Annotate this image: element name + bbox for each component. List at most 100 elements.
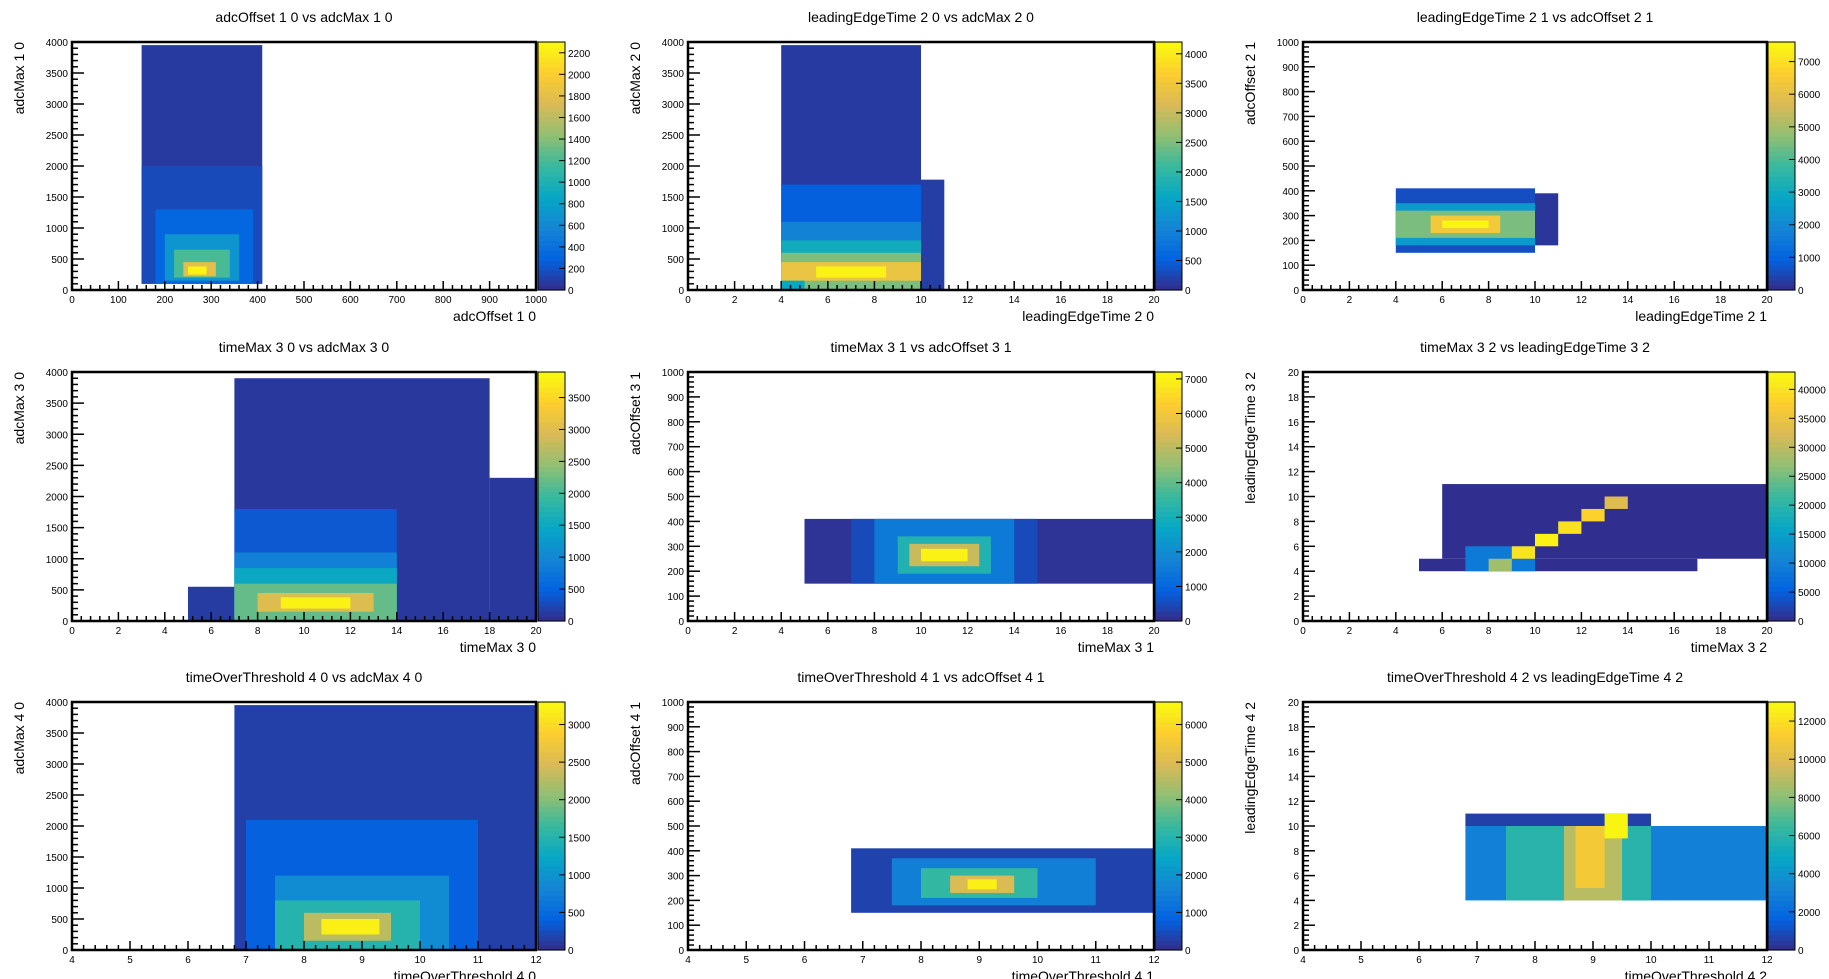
- color-bar-segment: [1768, 791, 1795, 797]
- color-bar-segment: [1155, 940, 1182, 946]
- color-bar-segment: [1155, 746, 1182, 753]
- color-bar-segment: [538, 156, 565, 162]
- x-tick-label: 14: [1622, 295, 1634, 306]
- color-bar-segment: [1768, 451, 1795, 458]
- y-tick-label: 800: [667, 418, 684, 429]
- color-bar-segment: [538, 396, 565, 403]
- color-bar-frame: [1767, 41, 1796, 291]
- color-bar-segment: [1768, 156, 1795, 162]
- color-bar-segment: [538, 526, 565, 532]
- color-bar-segment: [538, 616, 565, 622]
- color-bar-segment: [538, 81, 565, 88]
- color-bar-segment: [1768, 126, 1795, 132]
- panel-title: timeOverThreshold 4 2 vs leadingEdgeTime…: [1387, 669, 1683, 685]
- color-bar-segment: [538, 786, 565, 792]
- x-tick-label: 300: [203, 295, 220, 306]
- color-bar-segment: [1768, 466, 1795, 473]
- color-bar-segment: [1768, 215, 1795, 222]
- color-bar-segment: [538, 456, 565, 463]
- color-bar-segment: [538, 411, 565, 418]
- y-tick-label: 4000: [662, 38, 685, 49]
- color-bar-segment: [538, 151, 565, 157]
- color-bar-segment: [1768, 905, 1795, 911]
- color-bar-segment: [1768, 401, 1795, 408]
- y-tick-label: 1500: [46, 193, 69, 204]
- color-bar-segment: [1155, 51, 1182, 58]
- color-bar-segment: [538, 611, 565, 617]
- color-bar-segment: [1768, 101, 1795, 108]
- color-bar-segment: [538, 391, 565, 398]
- color-bar-segment: [538, 496, 565, 503]
- y-tick-label: 200: [667, 567, 684, 578]
- color-bar-segment: [538, 141, 565, 147]
- panel-p3: leadingEdgeTime 2 1 vs adcOffset 2 1 0 2 4 6…: [1242, 9, 1821, 324]
- y-tick-label: 4: [1293, 567, 1299, 578]
- color-bar-tick-label: 2000: [1798, 221, 1821, 232]
- color-bar-tick-label: 3000: [1185, 109, 1208, 120]
- color-bar-segment: [1768, 151, 1795, 157]
- color-bar-segment: [538, 376, 565, 383]
- color-bar-tick-label: 0: [1185, 617, 1191, 628]
- color-bar-segment: [538, 381, 565, 388]
- x-tick-label: 7: [860, 955, 866, 966]
- color-bar-segment: [1155, 601, 1182, 607]
- color-bar-segment: [1768, 611, 1795, 617]
- y-tick-label: 500: [1282, 162, 1299, 173]
- color-bar-tick-label: 800: [568, 200, 585, 211]
- color-bar-frame: [1154, 701, 1183, 951]
- color-bar-segment: [538, 736, 565, 743]
- color-bar-segment: [1155, 900, 1182, 906]
- color-bar-segment: [538, 245, 565, 251]
- heatmap-cells: [781, 45, 945, 290]
- y-axis-label: adcOffset 3 1: [627, 372, 643, 455]
- color-bar-segment: [1155, 436, 1182, 443]
- y-tick-label: 3000: [662, 100, 685, 111]
- color-bar-segment: [1155, 372, 1182, 378]
- color-bar-segment: [1155, 771, 1182, 777]
- color-bar-segment: [1768, 702, 1795, 708]
- color-bar-segment: [538, 940, 565, 946]
- color-bar-segment: [538, 806, 565, 812]
- x-tick-label: 7: [243, 955, 249, 966]
- color-bar-segment: [1155, 875, 1182, 882]
- color-bar-segment: [538, 776, 565, 782]
- color-bar-segment: [1155, 46, 1182, 53]
- color-bar-segment: [538, 481, 565, 488]
- heatmap-cells: [1419, 484, 1767, 572]
- x-tick-label: 12: [962, 626, 974, 637]
- y-tick-label: 18: [1288, 393, 1300, 404]
- x-tick-label: 4: [1393, 295, 1399, 306]
- x-tick-label: 1000: [525, 295, 548, 306]
- color-bar-segment: [1768, 136, 1795, 142]
- color-bar-tick-label: 1000: [568, 178, 591, 189]
- color-bar-segment: [1155, 215, 1182, 222]
- color-bar-segment: [1155, 925, 1182, 931]
- y-tick-label: 2500: [46, 131, 69, 142]
- color-bar-segment: [1155, 230, 1182, 237]
- color-bar-segment: [1768, 250, 1795, 256]
- x-tick-label: 7: [1474, 955, 1480, 966]
- y-tick-label: 1000: [46, 555, 69, 566]
- color-bar-tick-label: 4000: [1798, 870, 1821, 881]
- color-bar-tick-label: 4000: [1798, 155, 1821, 166]
- color-bar-segment: [1155, 860, 1182, 867]
- color-bar-segment: [1155, 446, 1182, 453]
- color-bar-tick-label: 600: [568, 221, 585, 232]
- x-tick-label: 0: [685, 626, 691, 637]
- x-tick-label: 8: [872, 626, 878, 637]
- color-bar-segment: [1768, 106, 1795, 113]
- color-bar-segment: [1155, 766, 1182, 773]
- color-bar-segment: [538, 551, 565, 557]
- color-bar-segment: [1768, 601, 1795, 607]
- color-bar-segment: [1768, 880, 1795, 887]
- heatmap-cell: [1581, 508, 1605, 522]
- color-bar-segment: [1768, 456, 1795, 463]
- color-bar-segment: [1768, 920, 1795, 926]
- color-bar-segment: [1768, 275, 1795, 281]
- color-bar-segment: [1155, 141, 1182, 147]
- color-bar-segment: [1768, 56, 1795, 63]
- x-tick-label: 0: [69, 626, 75, 637]
- color-bar-tick-label: 1000: [1185, 227, 1208, 238]
- color-bar-segment: [1768, 840, 1795, 847]
- color-bar-segment: [538, 546, 565, 552]
